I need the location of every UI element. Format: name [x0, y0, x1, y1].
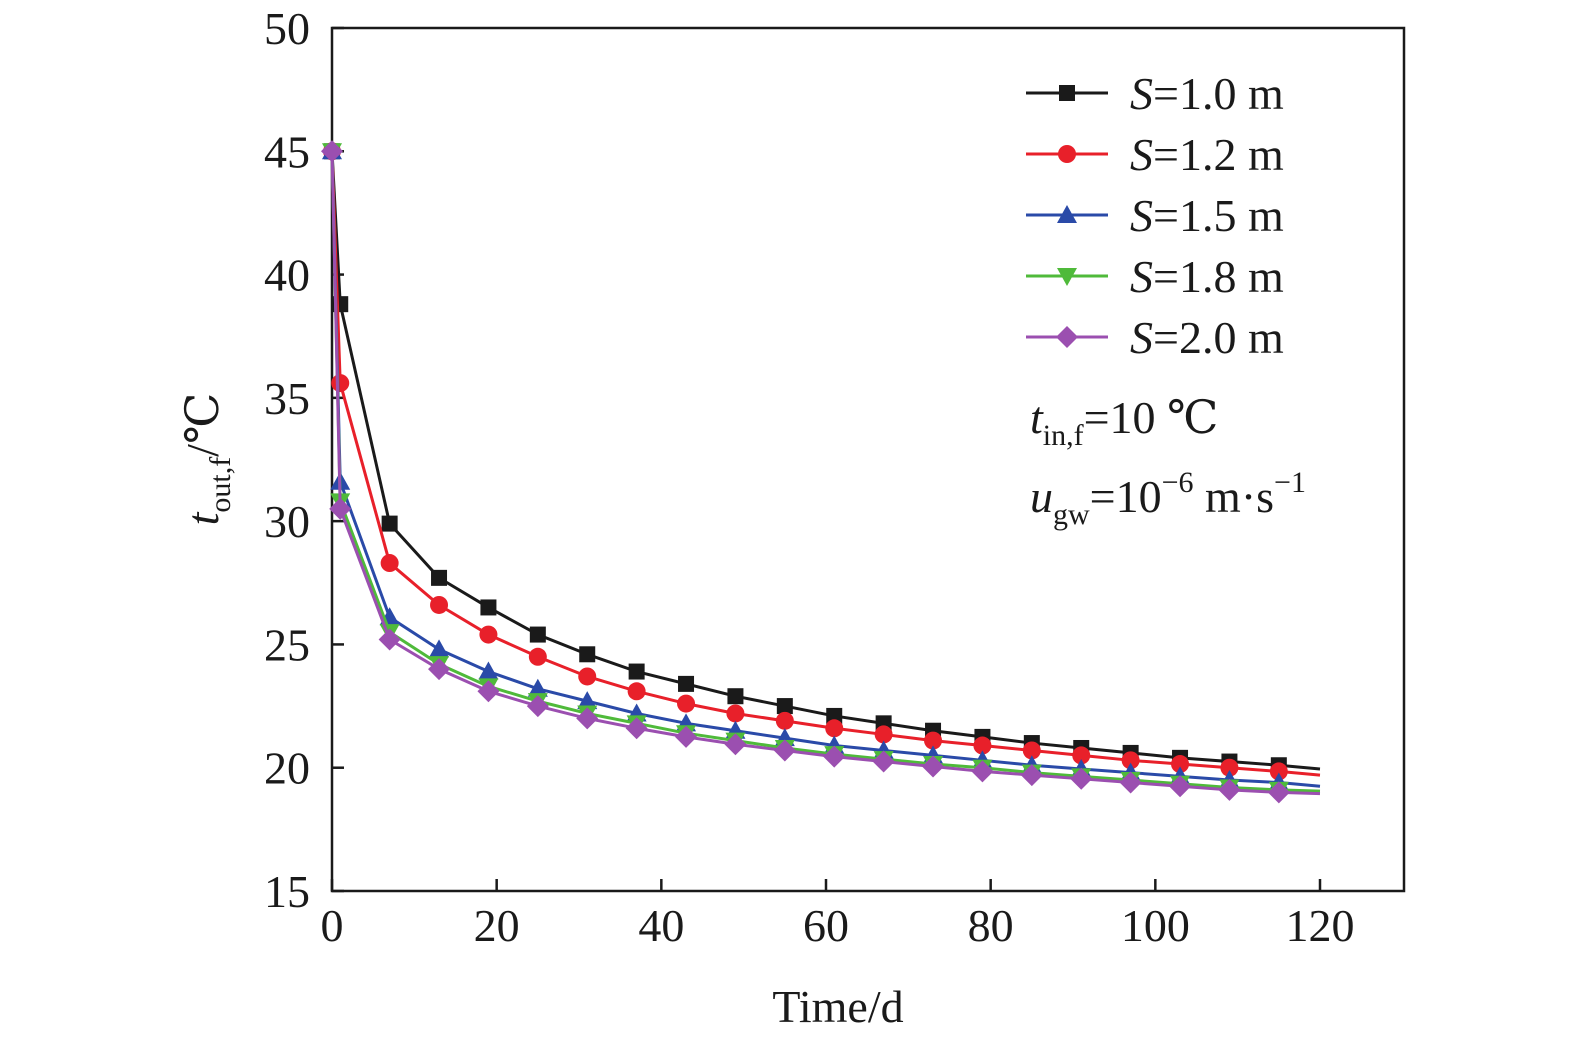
series-1-point-20: [1269, 762, 1288, 781]
series-2-point-6: [577, 691, 598, 710]
annotation-groundwater-velocity: ugw=10−6 m·s−1: [1030, 466, 1306, 531]
series-1-point-6: [578, 667, 597, 686]
series-1-point-14: [973, 736, 992, 755]
series-1-point-5: [528, 647, 547, 666]
series-line-3: [330, 151, 1321, 793]
x-tick-label-0: 0: [321, 900, 344, 951]
series-0-point-4: [480, 599, 497, 616]
series-4-point-7: [625, 717, 648, 740]
y-tick-label-3: 30: [264, 496, 310, 547]
legend-label-1: S=1.2 m: [1130, 129, 1284, 180]
series-line-4: [330, 151, 1321, 796]
series-2-point-5: [527, 678, 548, 697]
x-tick-label-2: 40: [638, 900, 684, 951]
x-tick-label-4: 80: [968, 900, 1014, 951]
legend: S=1.0 m S=1.2 m S=1.5 m S=1.8 m S=2.0 m: [1026, 68, 1284, 363]
y-axis-title: tout,f/℃: [177, 393, 237, 526]
series-4-point-12: [872, 750, 895, 773]
series-1-point-18: [1171, 755, 1190, 774]
legend-marker-3: [1057, 268, 1077, 286]
series-4-point-11: [823, 745, 846, 768]
series-4-point-4: [477, 680, 500, 703]
y-tick-label-7: 50: [264, 3, 310, 54]
series-4-point-18: [1169, 775, 1192, 798]
legend-marker-4: [1056, 326, 1078, 348]
series-1-point-13: [924, 731, 943, 750]
series-1-point-8: [677, 694, 696, 713]
series-4-point-6: [576, 707, 599, 730]
series-0-point-9: [727, 688, 744, 705]
series-1-point-16: [1072, 746, 1091, 765]
annotation-inlet-temperature: tin,f=10 ℃: [1030, 392, 1219, 452]
series-1-point-10: [775, 711, 794, 730]
legend-label-2: S=1.5 m: [1130, 190, 1284, 241]
series-4-point-13: [922, 755, 945, 778]
y-axis-title-unit: /℃: [177, 393, 228, 457]
legend-label-0: S=1.0 m: [1130, 68, 1284, 119]
series-4-point-1: [329, 497, 352, 520]
series-0-point-8: [678, 675, 695, 692]
series-1-point-9: [726, 704, 745, 723]
series-layer: [321, 140, 1321, 804]
series-0-point-11: [826, 707, 843, 724]
y-axis-title-main: t: [177, 511, 228, 525]
series-0-point-6: [579, 646, 596, 663]
series-4-point-19: [1218, 778, 1241, 801]
legend-marker-1: [1058, 145, 1076, 163]
x-tick-label-1: 20: [474, 900, 520, 951]
series-0-point-7: [628, 663, 645, 680]
series-2-point-4: [478, 661, 499, 680]
series-4-point-10: [773, 739, 796, 762]
y-tick-label-1: 20: [264, 743, 310, 794]
legend-marker-0: [1059, 85, 1075, 101]
series-1-point-19: [1220, 758, 1239, 777]
series-1-point-4: [479, 625, 498, 644]
axis-ticks: 0 20 40 60 80 100 120 15 20 25 30 35 40 45 50: [264, 3, 1355, 951]
series-4-point-14: [971, 760, 994, 783]
series-4-point-3: [428, 658, 451, 681]
x-tick-label-3: 60: [803, 900, 849, 951]
series-line-1: [330, 151, 1321, 777]
series-1-point-17: [1121, 751, 1140, 770]
series-1-point-7: [627, 682, 646, 701]
x-tick-label-6: 120: [1286, 900, 1355, 951]
y-tick-label-2: 25: [264, 619, 310, 670]
series-4: [321, 140, 1321, 804]
series-4-point-2: [378, 628, 401, 651]
series-4-point-15: [1020, 764, 1043, 787]
plot-frame: [330, 26, 1406, 893]
y-tick-label-5: 40: [264, 250, 310, 301]
series-1-point-15: [1022, 741, 1041, 760]
x-axis-title: Time/d: [772, 981, 903, 1032]
legend-label-4: S=2.0 m: [1130, 312, 1284, 363]
series-4-point-0: [321, 140, 343, 163]
series-4-point-5: [526, 695, 549, 718]
x-tick-label-5: 100: [1121, 900, 1190, 951]
y-tick-label-6: 45: [264, 126, 310, 177]
series-4-point-17: [1119, 771, 1142, 794]
series-line-2: [330, 151, 1321, 788]
series-1-point-1: [331, 374, 350, 393]
series-2-point-3: [429, 639, 450, 658]
series-0-point-5: [529, 626, 546, 643]
series-4-point-8: [675, 725, 698, 748]
series-1-point-12: [874, 725, 893, 744]
series-0-point-3: [431, 569, 448, 586]
legend-marker-2: [1057, 205, 1077, 223]
series-4-point-20: [1267, 781, 1290, 804]
series-4-point-16: [1070, 767, 1093, 790]
series-0-point-2: [381, 515, 398, 532]
series-1-point-3: [430, 595, 449, 614]
legend-label-3: S=1.8 m: [1130, 251, 1284, 302]
y-tick-label-0: 15: [264, 866, 310, 917]
series-1-point-11: [825, 719, 844, 738]
y-axis-title-sub: out,f: [204, 457, 237, 513]
series-0-point-10: [776, 698, 793, 715]
series-1-point-2: [380, 554, 399, 573]
y-tick-label-4: 35: [264, 373, 310, 424]
series-line-0: [330, 151, 1321, 771]
series-1: [323, 142, 1321, 781]
series-4-point-9: [724, 733, 747, 756]
